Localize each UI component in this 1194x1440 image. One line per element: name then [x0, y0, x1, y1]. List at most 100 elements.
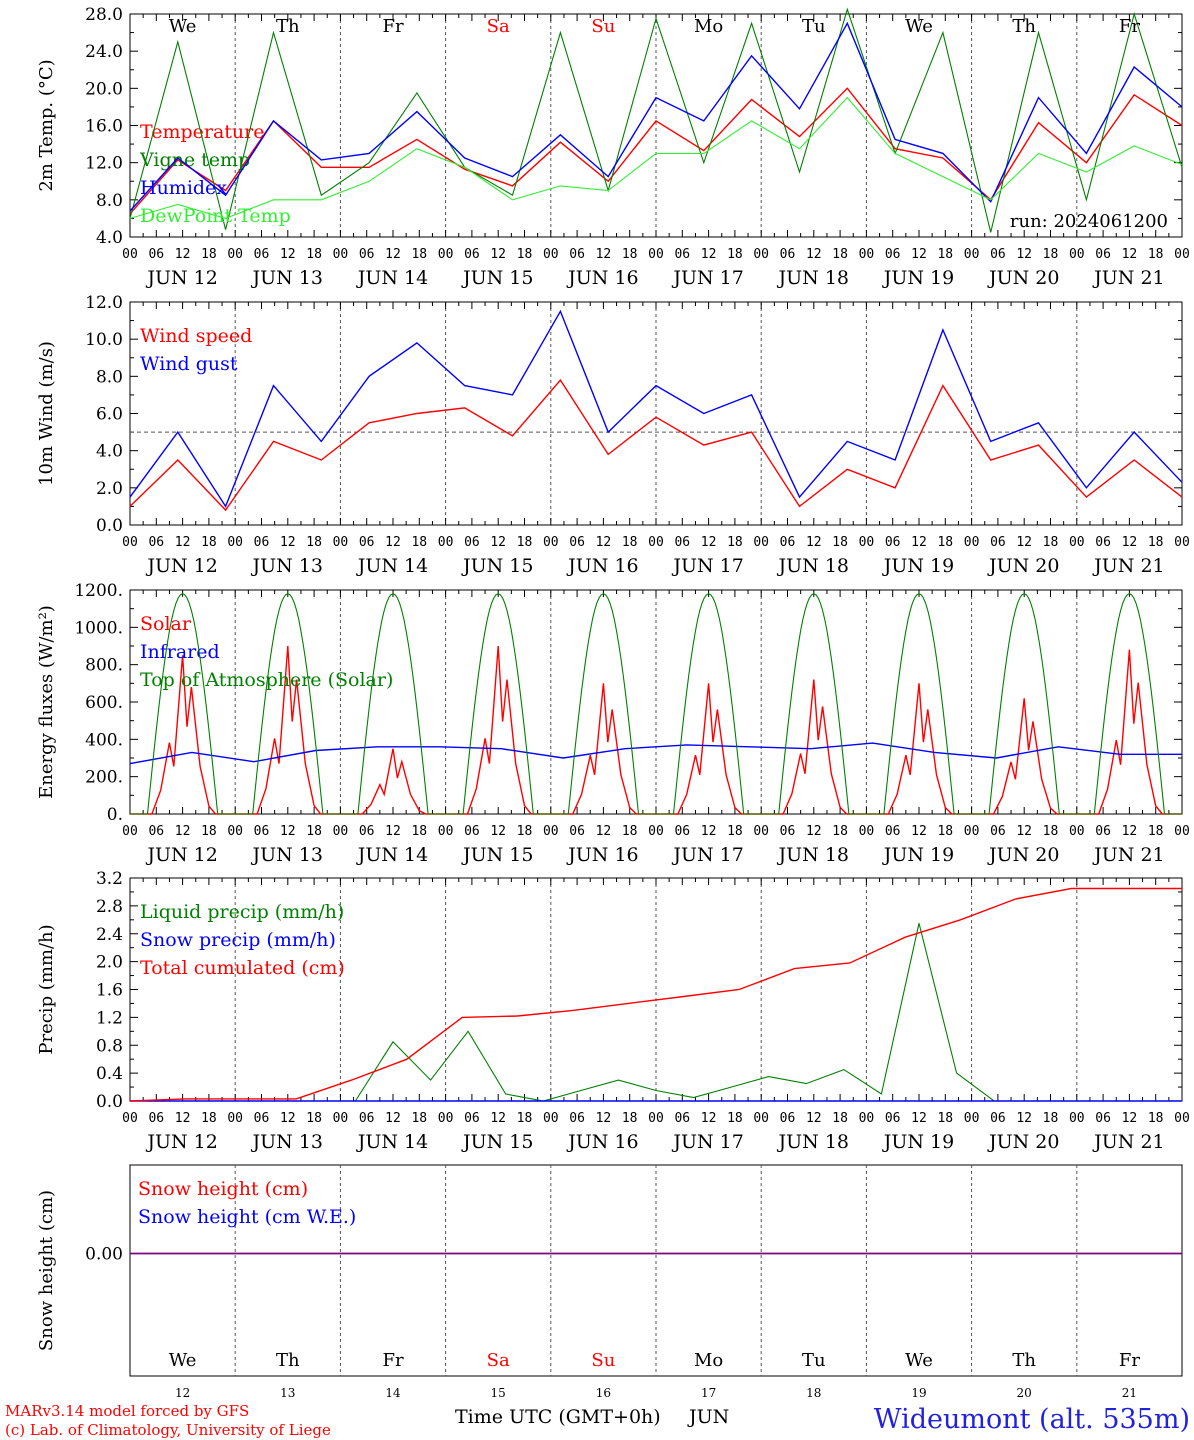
- station-title: Wideumont (alt. 535m): [874, 1404, 1190, 1435]
- hour-tick-label: 18: [201, 535, 217, 550]
- weekday-label-top: Th: [1012, 16, 1036, 37]
- hour-tick-label: 12: [1016, 247, 1032, 262]
- hour-tick-label: 12: [280, 1111, 296, 1126]
- hour-tick-label: 00: [964, 824, 980, 839]
- panel-5: 0.00 Snow height (cm) Snow height (cm) Snow…: [36, 1164, 1183, 1377]
- hour-tick-label: 12: [490, 247, 506, 262]
- hour-tick-label: 00: [1069, 535, 1085, 550]
- y-tick-label: 1000.: [74, 618, 123, 638]
- legend-entry: Wind speed: [140, 325, 252, 347]
- hour-tick-label: 12: [490, 824, 506, 839]
- hour-tick-label: 00: [964, 1111, 980, 1126]
- hour-tick-label: 06: [780, 247, 796, 262]
- y-tick-label: 10.0: [85, 330, 123, 350]
- hour-tick-label: 12: [175, 535, 191, 550]
- hour-tick-label: 00: [122, 535, 138, 550]
- date-label: JUN 16: [566, 267, 638, 289]
- hour-tick-label: 06: [569, 824, 585, 839]
- weekday-label-bottom: Th: [1012, 1350, 1036, 1371]
- date-label: JUN 15: [461, 267, 533, 289]
- y-axis-label: 10m Wind (m/s): [36, 341, 57, 486]
- hour-tick-label: 00: [438, 535, 454, 550]
- hour-tick-label: 06: [464, 824, 480, 839]
- date-label: JUN 20: [987, 555, 1059, 577]
- hour-tick-label: 06: [674, 247, 690, 262]
- weekday-label-top: We: [905, 16, 933, 37]
- date-label: JUN 13: [251, 555, 323, 577]
- hour-tick-label: 06: [1095, 1111, 1111, 1126]
- hour-tick-label: 12: [1122, 824, 1138, 839]
- hour-tick-label: 00: [543, 1111, 559, 1126]
- date-label: JUN 19: [882, 1131, 954, 1153]
- panel-frame: [129, 301, 1183, 526]
- series-line: [129, 742, 1182, 765]
- hour-tick-label: 12: [911, 535, 927, 550]
- hour-tick-label: 18: [517, 247, 533, 262]
- hour-tick-label: 06: [254, 247, 270, 262]
- date-label: JUN 12: [145, 267, 217, 289]
- legend-entry: Wind gust: [140, 353, 238, 375]
- weekday-label-bottom: Fr: [1119, 1350, 1140, 1371]
- y-tick-label: 28.0: [85, 5, 123, 25]
- day-number: 18: [806, 1386, 821, 1400]
- series-line: [130, 593, 1182, 815]
- day-number: 12: [175, 1386, 190, 1400]
- hour-tick-label: 00: [543, 247, 559, 262]
- hour-tick-label: 18: [1043, 824, 1059, 839]
- hour-tick-label: 00: [859, 247, 875, 262]
- date-label: JUN 17: [671, 267, 743, 289]
- y-tick-label: 12.0: [85, 293, 123, 313]
- series-line: [129, 887, 1182, 1102]
- weekday-label-bottom: Su: [591, 1350, 615, 1371]
- legend-entry: Snow height (cm W.E.): [138, 1206, 356, 1228]
- hour-tick-label: 18: [411, 824, 427, 839]
- hour-tick-label: 12: [911, 1111, 927, 1126]
- panel-2: 00 06 12 18 JUN 12 00 06 12 18 JUN 13 00 06 12 18 JUN …: [36, 293, 1190, 577]
- hour-tick-label: 00: [753, 535, 769, 550]
- weekday-label-top: Tu: [802, 16, 826, 37]
- legend-entry: Liquid precip (mm/h): [140, 901, 344, 923]
- hour-tick-label: 18: [1148, 1111, 1164, 1126]
- y-tick-label: 0.0: [96, 516, 123, 536]
- hour-tick-label: 06: [254, 824, 270, 839]
- hour-tick-label: 00: [333, 824, 349, 839]
- hour-tick-label: 18: [937, 247, 953, 262]
- hour-tick-label: 18: [306, 824, 322, 839]
- legend-entry: Snow precip (mm/h): [140, 929, 336, 951]
- date-label: JUN 15: [461, 555, 533, 577]
- date-label: JUN 19: [882, 844, 954, 866]
- date-label: JUN 12: [145, 844, 217, 866]
- day-number: 19: [911, 1386, 926, 1400]
- hour-tick-label: 06: [885, 824, 901, 839]
- date-label: JUN 20: [987, 1131, 1059, 1153]
- weekday-label-top: Fr: [382, 16, 403, 37]
- hour-tick-label: 00: [333, 535, 349, 550]
- hour-tick-label: 12: [806, 535, 822, 550]
- date-label: JUN 12: [145, 555, 217, 577]
- date-label: JUN 16: [566, 844, 638, 866]
- hour-tick-label: 12: [596, 1111, 612, 1126]
- hour-tick-label: 06: [148, 1111, 164, 1126]
- hour-tick-label: 06: [569, 535, 585, 550]
- date-label: JUN 21: [1092, 844, 1164, 866]
- hour-tick-label: 18: [727, 535, 743, 550]
- hour-tick-label: 18: [832, 535, 848, 550]
- y-tick-label: 2.0: [96, 479, 123, 499]
- hour-tick-label: 00: [1174, 535, 1190, 550]
- y-tick-label: 2.0: [96, 953, 123, 973]
- legend-entry: Temperature: [140, 121, 264, 143]
- hour-tick-label: 18: [411, 1111, 427, 1126]
- panel-3: 00 06 12 18 JUN 12 00 06 12 18 JUN 13 00 06 12 18 JUN …: [36, 581, 1190, 866]
- hour-tick-label: 12: [1016, 824, 1032, 839]
- hour-tick-label: 12: [911, 824, 927, 839]
- hour-tick-label: 12: [490, 535, 506, 550]
- hour-tick-label: 18: [1148, 247, 1164, 262]
- y-tick-label: 0.00: [85, 1245, 123, 1265]
- hour-tick-label: 18: [517, 1111, 533, 1126]
- hour-tick-label: 00: [753, 824, 769, 839]
- hour-tick-label: 06: [254, 535, 270, 550]
- hour-tick-label: 12: [175, 1111, 191, 1126]
- hour-tick-label: 12: [911, 247, 927, 262]
- hour-tick-label: 12: [701, 247, 717, 262]
